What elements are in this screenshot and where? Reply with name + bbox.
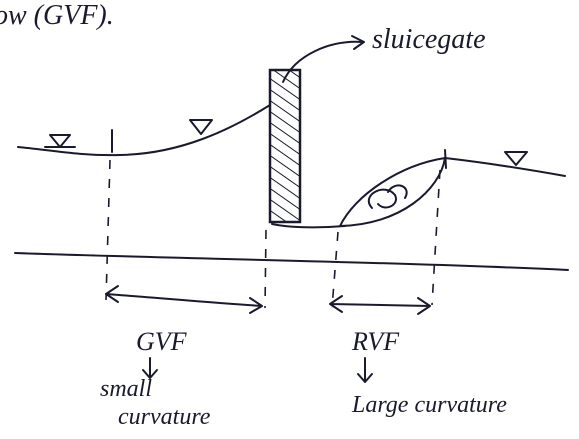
gate-label: sluicegate xyxy=(372,24,486,55)
water-surface-downstream xyxy=(445,158,565,176)
rvf-extent xyxy=(330,296,430,314)
rvf-label: RVF xyxy=(351,327,400,356)
gvf-note: small xyxy=(100,376,152,402)
water-symbol xyxy=(505,152,527,165)
dashed-line xyxy=(106,160,110,300)
dashed-line xyxy=(265,230,266,308)
rvf-note: Large curvature xyxy=(351,392,507,418)
sluice-gate xyxy=(270,70,300,222)
gvf-label: GVF xyxy=(136,327,188,356)
down-arrow xyxy=(143,358,157,378)
water-symbol xyxy=(45,135,75,147)
dashed-line xyxy=(432,170,440,305)
section-mark xyxy=(445,150,446,168)
heading: ow (GVF). xyxy=(0,0,114,31)
dashed-line xyxy=(332,232,338,308)
gvf-note: curvature xyxy=(118,404,211,430)
channel-bed xyxy=(15,253,568,270)
gvf-extent xyxy=(106,286,262,313)
down-arrow xyxy=(358,358,372,382)
water-symbol xyxy=(190,120,212,134)
jet-surface xyxy=(272,224,345,227)
diagram: ow (GVF). sluicegate GVF small curvature… xyxy=(0,0,579,439)
